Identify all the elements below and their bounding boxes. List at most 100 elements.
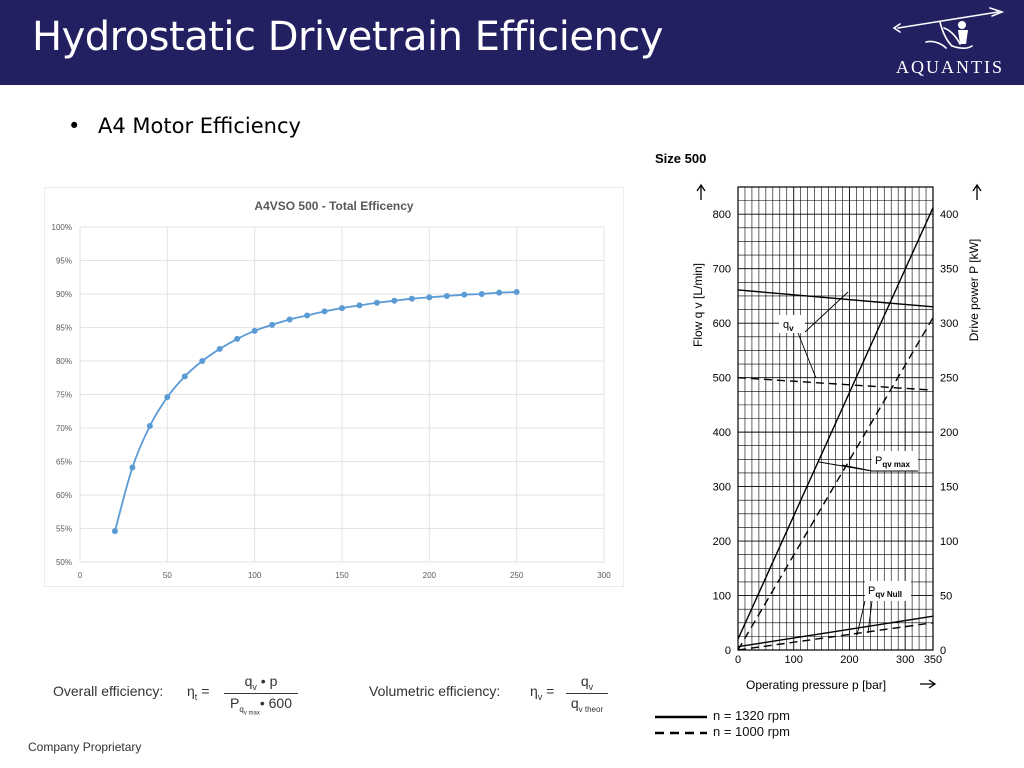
efficiency-data-point [513, 288, 520, 295]
motor-y-right-tick-label: 200 [940, 427, 958, 439]
efficiency-y-tick-label: 60% [56, 491, 72, 500]
motor-y-right-tick-label: 0 [940, 645, 946, 657]
efficiency-data-point [461, 291, 468, 298]
motor-x-tick-label: 350 [924, 654, 942, 666]
overall-efficiency-numerator: qv • p [244, 673, 278, 692]
efficiency-data-point [496, 289, 503, 296]
efficiency-y-tick-label: 75% [56, 391, 72, 400]
motor-callout-leader [856, 600, 866, 636]
motor-y-right-label: Drive power P [kW] [967, 239, 981, 341]
motor-x-label: Operating pressure p [bar] [746, 678, 886, 692]
motor-y-left-tick-label: 100 [713, 591, 731, 603]
efficiency-data-point [443, 293, 450, 300]
efficiency-x-tick-label: 300 [597, 571, 611, 580]
efficiency-y-tick-label: 100% [52, 223, 72, 232]
motor-y-right-tick-label: 400 [940, 209, 958, 221]
efficiency-y-tick-label: 80% [56, 357, 72, 366]
logo-text: AQUANTIS [896, 57, 1004, 77]
motor-characteristic-chart: 0 100 200 300 400 500 600 700 800 0 50 100 150 200 25… [691, 183, 982, 692]
motor-callout-leader [841, 464, 873, 472]
overall-efficiency-symbol: ηt = [187, 683, 210, 702]
efficiency-data-point [286, 316, 293, 323]
p-qv-null-annotation: Pqv Null [868, 585, 902, 599]
efficiency-x-tick-label: 50 [163, 571, 172, 580]
legend-solid-line [655, 715, 707, 719]
motor-x-tick-label: 300 [896, 654, 914, 666]
efficiency-data-point [146, 422, 153, 429]
efficiency-x-tick-label: 250 [510, 571, 524, 580]
bullet-item: • A4 Motor Efficiency [68, 114, 301, 138]
motor-y-right-tick-label: 300 [940, 318, 958, 330]
volumetric-efficiency-label: Volumetric efficiency: [369, 683, 501, 699]
efficiency-data-point [478, 291, 485, 297]
efficiency-data-point [321, 308, 328, 315]
efficiency-data-point [373, 299, 380, 306]
motor-x-tick-label: 200 [840, 654, 858, 666]
motor-y-right-tick-label: 50 [940, 591, 952, 603]
efficiency-x-tick-label: 150 [335, 571, 349, 580]
efficiency-y-tick-label: 50% [56, 558, 72, 567]
motor-y-left-label: Flow q v [L/min] [691, 263, 705, 347]
motor-y-right-tick-label: 350 [940, 264, 958, 276]
motor-y-right-tick-label: 150 [940, 482, 958, 494]
volumetric-efficiency-denominator: qv theor [566, 692, 608, 714]
volumetric-efficiency-numerator: qv [580, 673, 594, 692]
motor-series-line [737, 289, 934, 308]
motor-y-left-tick-label: 700 [713, 264, 731, 276]
efficiency-data-point [164, 394, 171, 401]
p-qv-max-label-box [872, 451, 918, 471]
efficiency-y-tick-label: 90% [56, 290, 72, 299]
motor-callout-leader [867, 600, 873, 634]
motor-y-right-tick-label: 250 [940, 373, 958, 385]
motor-series-line [737, 376, 934, 391]
overall-efficiency-denominator: Pqv max• 600 [224, 692, 298, 716]
efficiency-data-point [356, 302, 363, 309]
efficiency-x-tick-label: 200 [423, 571, 437, 580]
motor-y-right-tick-label: 100 [940, 536, 958, 548]
footer-text: Company Proprietary [28, 740, 142, 754]
bullet-icon: • [68, 114, 81, 138]
motor-chart-title: Size 500 [655, 151, 707, 166]
motor-series-line [737, 622, 934, 651]
motor-callout-leader [797, 332, 817, 379]
slide-title: Hydrostatic Drivetrain Efficiency [32, 14, 663, 60]
efficiency-chart-title: A4VSO 500 - Total Efficency [254, 199, 413, 213]
motor-callout-leader [804, 291, 849, 333]
efficiency-y-tick-label: 95% [56, 257, 72, 266]
overall-efficiency-label: Overall efficiency: [53, 683, 164, 699]
efficiency-y-tick-label: 70% [56, 424, 72, 433]
bullet-text: A4 Motor Efficiency [98, 114, 301, 138]
motor-y-left-tick-label: 200 [713, 536, 731, 548]
motor-x-tick-label: 100 [785, 654, 803, 666]
motor-x-tick-label: 0 [735, 654, 741, 666]
motor-series-line [737, 207, 934, 640]
qv-label-box [779, 315, 805, 333]
efficiency-data-point [339, 305, 345, 312]
title-bar [0, 0, 1024, 85]
efficiency-data-point [251, 327, 258, 334]
y-right-arrow-icon [972, 183, 982, 200]
p-qv-max-annotation: Pqv max [875, 455, 910, 469]
efficiency-y-tick-label: 55% [56, 525, 72, 534]
p-qv-null-label-box [865, 581, 911, 601]
efficiency-x-tick-label: 0 [78, 571, 83, 580]
legend-label-solid: n = 1320 rpm [713, 708, 790, 723]
motor-y-left-tick-label: 0 [725, 645, 731, 657]
efficiency-data-point [391, 297, 398, 304]
x-arrow-icon [920, 679, 937, 689]
motor-y-left-tick-label: 800 [713, 209, 731, 221]
volumetric-efficiency-fraction: qv qv theor [566, 673, 608, 714]
efficiency-x-tick-label: 100 [248, 571, 262, 580]
motor-plot-frame [737, 186, 934, 651]
efficiency-y-tick-label: 65% [56, 458, 72, 467]
motor-y-left-tick-label: 500 [713, 373, 731, 385]
efficiency-data-point [304, 312, 311, 319]
efficiency-data-point [199, 358, 206, 364]
motor-y-left-tick-label: 400 [713, 427, 731, 439]
efficiency-data-point [269, 321, 276, 328]
legend-dashed-line [655, 731, 707, 735]
qv-annotation: qv [783, 319, 794, 333]
trident-rider-logo-icon [892, 7, 1005, 50]
efficiency-data-point [181, 373, 188, 380]
efficiency-data-point [216, 345, 223, 352]
